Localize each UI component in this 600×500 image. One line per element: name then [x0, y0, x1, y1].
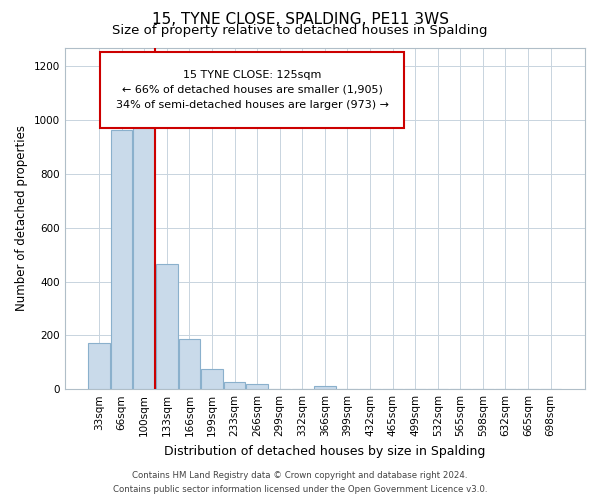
Bar [111, 130, 133, 389]
Text: Contains HM Land Registry data © Crown copyright and database right 2024.
Contai: Contains HM Land Registry data © Crown c… [113, 472, 487, 494]
Bar [247, 384, 268, 389]
Bar [201, 369, 223, 389]
Bar [156, 264, 178, 389]
Bar [314, 386, 335, 389]
Y-axis label: Number of detached properties: Number of detached properties [15, 126, 28, 312]
Bar [224, 382, 245, 389]
Text: Size of property relative to detached houses in Spalding: Size of property relative to detached ho… [112, 24, 488, 37]
Bar [133, 120, 155, 389]
Bar [88, 344, 110, 389]
X-axis label: Distribution of detached houses by size in Spalding: Distribution of detached houses by size … [164, 444, 485, 458]
FancyBboxPatch shape [100, 52, 404, 128]
Text: 15, TYNE CLOSE, SPALDING, PE11 3WS: 15, TYNE CLOSE, SPALDING, PE11 3WS [151, 12, 449, 28]
Text: 15 TYNE CLOSE: 125sqm
← 66% of detached houses are smaller (1,905)
34% of semi-d: 15 TYNE CLOSE: 125sqm ← 66% of detached … [116, 70, 389, 110]
Bar [179, 340, 200, 389]
